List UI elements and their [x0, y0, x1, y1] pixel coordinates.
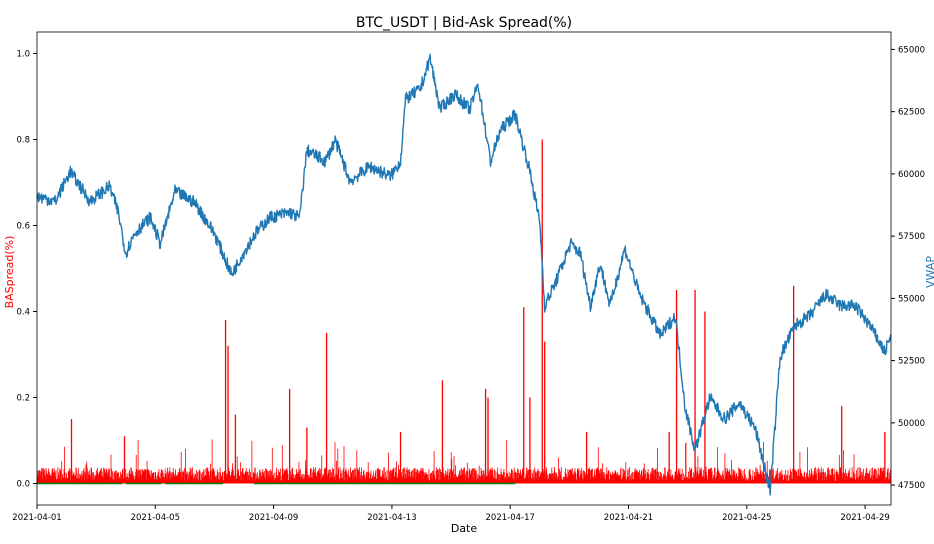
y-left-tick-label: 0.8: [16, 136, 30, 146]
chart-title: BTC_USDT | Bid-Ask Spread(%): [356, 15, 572, 31]
x-tick-label: 2021-04-29: [840, 513, 889, 523]
x-tick-label: 2021-04-09: [249, 513, 298, 523]
x-tick-label: 2021-04-25: [722, 513, 771, 523]
axes: 0.0 0.2 0.4 0.6 0.8 1.0 47500 50000 52500 55000 57…: [12, 45, 925, 523]
x-tick-label: 2021-04-01: [12, 513, 61, 523]
y-right-tick-label: 55000: [898, 294, 925, 304]
y-right-tick-label: 50000: [898, 419, 925, 429]
x-tick-label: 2021-04-21: [604, 513, 653, 523]
plot-area: [36, 53, 892, 496]
y-left-tick-label: 0.6: [16, 222, 30, 232]
y-right-tick-label: 65000: [898, 45, 925, 55]
y-axis-right-label: VWAP: [924, 256, 934, 288]
y-left-tick-label: 0.0: [16, 480, 30, 490]
plot-frame: [36, 31, 892, 506]
x-axis-label: Date: [451, 522, 478, 535]
y-axis-left-label: BASpread(%): [3, 236, 16, 309]
y-left-tick-label: 0.4: [16, 308, 30, 318]
y-right-tick-label: 57500: [898, 232, 925, 242]
y-right-tick-label: 62500: [898, 108, 925, 118]
x-tick-label: 2021-04-05: [131, 513, 180, 523]
y-right-tick-label: 60000: [898, 170, 925, 180]
y-left-tick-label: 0.2: [16, 394, 30, 404]
y-right-tick-label: 47500: [898, 481, 925, 491]
vwap-series-line: [36, 53, 892, 496]
x-tick-label: 2021-04-17: [486, 513, 535, 523]
y-right-tick-label: 52500: [898, 357, 925, 367]
x-tick-label: 2021-04-13: [367, 513, 416, 523]
y-left-tick-label: 1.0: [16, 50, 30, 60]
